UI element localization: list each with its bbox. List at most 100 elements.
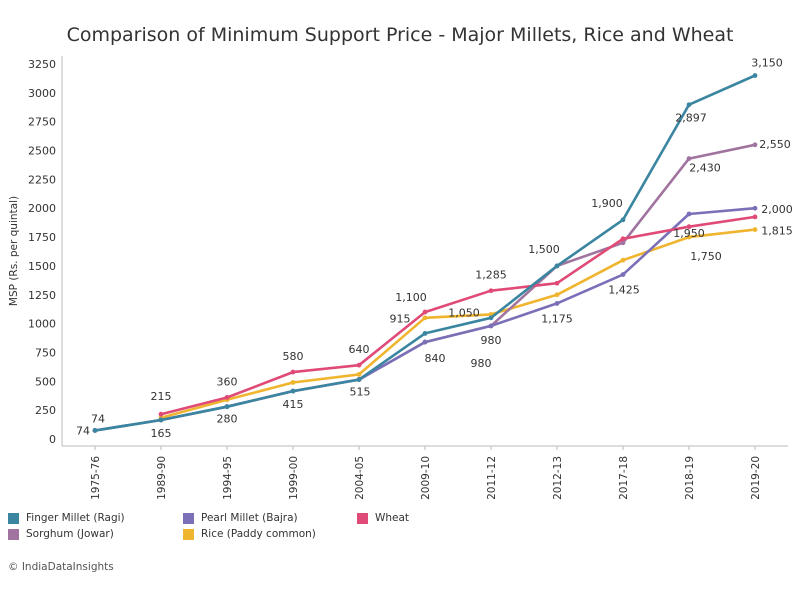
series-point[interactable] bbox=[290, 380, 296, 385]
series-point[interactable] bbox=[488, 323, 494, 329]
series-point[interactable] bbox=[422, 309, 428, 315]
series-point[interactable] bbox=[686, 224, 692, 230]
y-tick-label: 750 bbox=[35, 346, 56, 359]
legend-item-pearl-millet[interactable]: Pearl Millet (Bajra) bbox=[183, 512, 298, 524]
series-line[interactable] bbox=[94, 143, 756, 432]
series-point[interactable] bbox=[422, 331, 428, 336]
data-label: 515 bbox=[350, 386, 371, 399]
y-axis-label: MSP (Rs. per quintal) bbox=[8, 196, 20, 306]
data-label: 280 bbox=[217, 413, 238, 426]
data-label: 640 bbox=[349, 343, 370, 356]
series-point[interactable] bbox=[554, 263, 560, 269]
legend-swatch bbox=[8, 528, 19, 540]
y-tick-label: 1750 bbox=[28, 231, 56, 244]
series-point[interactable] bbox=[554, 280, 560, 286]
series-point[interactable] bbox=[158, 417, 164, 423]
legend-swatch bbox=[8, 512, 19, 524]
data-label: 1,815 bbox=[761, 225, 793, 238]
data-label: 74 bbox=[76, 424, 90, 437]
series-point[interactable] bbox=[422, 339, 428, 345]
data-label: 1,900 bbox=[591, 197, 623, 210]
series-point[interactable] bbox=[620, 272, 626, 277]
y-tick-label: 2000 bbox=[28, 202, 56, 215]
series-point[interactable] bbox=[752, 205, 758, 211]
y-tick-label: 3000 bbox=[28, 87, 56, 100]
x-tick-label: 2019-20 bbox=[750, 456, 762, 500]
data-label: 165 bbox=[151, 427, 172, 440]
data-label: 215 bbox=[151, 390, 172, 403]
data-label: 980 bbox=[481, 334, 502, 347]
series-point[interactable] bbox=[686, 156, 692, 162]
series-point[interactable] bbox=[620, 257, 626, 263]
series-point[interactable] bbox=[488, 315, 494, 321]
series-point[interactable] bbox=[356, 371, 362, 377]
data-label: 915 bbox=[390, 312, 411, 325]
series-point[interactable] bbox=[620, 240, 626, 246]
series-point[interactable] bbox=[224, 404, 230, 410]
data-label: 1,175 bbox=[541, 312, 573, 325]
series-point[interactable] bbox=[686, 234, 692, 240]
data-label: 1,950 bbox=[673, 227, 705, 240]
series-point[interactable] bbox=[488, 288, 494, 294]
data-label: 1,100 bbox=[395, 291, 427, 304]
x-tick-label: 2017-18 bbox=[618, 456, 630, 500]
data-label: 74 bbox=[91, 412, 105, 425]
series-point[interactable] bbox=[686, 102, 692, 108]
credit-text: © IndiaDataInsights bbox=[8, 561, 114, 573]
data-label: 3,150 bbox=[751, 57, 783, 70]
data-label: 840 bbox=[425, 352, 446, 365]
y-tick-label: 2250 bbox=[28, 173, 56, 186]
data-label: 2,000 bbox=[761, 203, 793, 216]
x-tick-label: 2011-12 bbox=[486, 456, 498, 500]
x-tick-label: 1994-95 bbox=[222, 456, 234, 500]
data-label: 1,285 bbox=[475, 269, 507, 282]
y-tick-label: 1000 bbox=[28, 318, 56, 331]
legend-item-wheat[interactable]: Wheat bbox=[357, 512, 409, 524]
data-label: 415 bbox=[283, 398, 304, 411]
y-tick-label: 0 bbox=[49, 433, 56, 446]
data-label: 1,425 bbox=[608, 284, 640, 297]
series-point[interactable] bbox=[554, 292, 560, 298]
y-tick-label: 250 bbox=[35, 404, 56, 417]
series-point[interactable] bbox=[290, 369, 296, 375]
legend-item-rice[interactable]: Rice (Paddy common) bbox=[183, 528, 316, 540]
legend-label: Wheat bbox=[375, 512, 410, 524]
data-label: 580 bbox=[283, 350, 304, 363]
series-line[interactable] bbox=[160, 215, 756, 416]
series-line[interactable] bbox=[160, 228, 756, 419]
data-label: 1,500 bbox=[528, 243, 560, 256]
series-point[interactable] bbox=[620, 236, 626, 242]
legend-swatch bbox=[183, 528, 194, 540]
legend-item-finger-millet[interactable]: Finger Millet (Ragi) bbox=[8, 512, 125, 524]
data-label: 2,897 bbox=[675, 112, 707, 125]
x-tick-label: 1999-00 bbox=[288, 456, 300, 500]
series-point[interactable] bbox=[356, 377, 362, 382]
legend-item-sorghum[interactable]: Sorghum (Jowar) bbox=[8, 528, 114, 540]
chart-title: Comparison of Minimum Support Price - Ma… bbox=[66, 24, 734, 46]
legend-label: Finger Millet (Ragi) bbox=[26, 512, 125, 524]
series-point[interactable] bbox=[554, 301, 560, 306]
series-point[interactable] bbox=[158, 411, 164, 417]
series-point[interactable] bbox=[752, 227, 758, 232]
legend-label: Sorghum (Jowar) bbox=[26, 528, 114, 540]
series-point[interactable] bbox=[92, 428, 98, 433]
series-line[interactable] bbox=[94, 74, 756, 432]
series-point[interactable] bbox=[620, 217, 626, 223]
series-point[interactable] bbox=[752, 214, 758, 220]
series-point[interactable] bbox=[356, 362, 362, 368]
series-point[interactable] bbox=[422, 315, 428, 321]
data-label: 2,430 bbox=[689, 162, 721, 175]
series-point[interactable] bbox=[752, 73, 758, 78]
y-tick-label: 1250 bbox=[28, 289, 56, 302]
data-label: 1,750 bbox=[690, 250, 722, 263]
data-label: 1,050 bbox=[448, 306, 480, 319]
series-point[interactable] bbox=[686, 211, 692, 217]
x-tick-label: 1975-76 bbox=[90, 456, 102, 500]
x-tick-label: 2004-05 bbox=[354, 456, 366, 500]
x-tick-label: 2018-19 bbox=[684, 456, 696, 500]
series-point[interactable] bbox=[290, 388, 296, 394]
series-point[interactable] bbox=[752, 142, 758, 148]
legend-label: Rice (Paddy common) bbox=[201, 528, 316, 540]
y-tick-label: 500 bbox=[35, 375, 56, 388]
series-point[interactable] bbox=[224, 395, 230, 400]
